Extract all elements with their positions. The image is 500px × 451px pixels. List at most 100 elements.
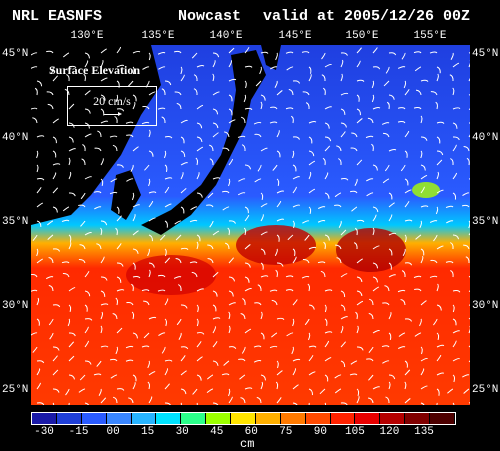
current-vector [132,213,136,222]
current-vector [307,283,310,292]
current-vector [340,325,344,334]
current-vector [161,88,166,96]
current-vector [238,178,246,182]
current-vector [386,101,390,110]
current-vector [196,146,203,152]
current-vector [452,234,460,240]
current-vector [206,204,214,208]
current-vector [324,145,331,152]
current-vector [190,206,198,211]
current-vector [324,122,330,129]
current-vector [222,147,230,152]
current-vector [158,332,166,336]
current-vector [240,116,246,124]
current-vector [356,47,362,54]
current-vector [180,74,185,82]
current-vector [334,374,342,379]
current-vector [324,374,329,382]
current-vector [36,360,45,364]
current-vector [304,318,310,326]
current-vector [84,133,92,138]
current-vector [223,360,230,366]
current-vector [468,290,470,293]
current-vector [340,59,344,68]
current-vector [36,318,40,326]
current-vector [79,374,86,381]
current-vector [308,345,317,348]
current-vector [116,46,122,54]
lat-label-right: 30°N [472,300,499,312]
current-vector [276,234,280,242]
lat-label-left: 35°N [2,216,29,228]
current-vector [78,388,86,393]
current-vector [468,220,470,229]
lon-label: 140°E [209,30,243,42]
current-vector [110,374,118,379]
vector-scale-arrow-icon [104,112,122,116]
current-vector [84,271,90,278]
current-vector [372,276,378,283]
current-vector [209,220,214,228]
current-vector [52,187,59,194]
current-vector [436,332,440,341]
current-vector [292,204,301,208]
current-vector [84,318,93,321]
current-vector [164,186,170,194]
current-vector [468,304,470,306]
current-vector [334,388,342,394]
current-vector [144,164,150,171]
current-vector [301,51,310,54]
current-vector [304,234,310,241]
current-vector [388,232,397,236]
current-vector [404,89,410,96]
current-vector [31,66,38,69]
current-vector [372,107,381,110]
current-vector [228,158,234,166]
current-vector [413,107,422,110]
current-vector [334,192,342,198]
current-vector [81,158,86,166]
current-vector [148,52,151,61]
current-vector [164,383,171,390]
current-vector [462,374,470,378]
lat-label-right: 25°N [472,384,499,396]
current-vector [112,312,118,320]
current-vector [221,190,230,194]
current-vector [367,117,374,124]
current-vector [436,304,442,311]
current-vector [49,332,54,340]
current-vector [212,360,219,366]
current-vector [404,219,413,222]
current-vector [212,304,217,312]
current-vector [302,91,310,96]
current-vector [340,229,347,236]
current-vector [243,227,247,236]
current-vector [463,388,470,394]
current-vector [36,258,43,264]
current-vector [36,202,43,208]
current-vector [275,381,279,390]
warm-eddy [236,225,316,265]
current-vector [228,94,233,102]
current-vector [31,274,38,278]
current-vector [372,286,379,292]
current-vector [212,317,221,320]
current-vector [452,87,455,96]
lon-label: 145°E [278,30,312,42]
current-vector [222,206,230,211]
current-vector [68,148,76,152]
current-vector [174,91,182,96]
current-vector [317,206,326,210]
current-vector [290,115,294,124]
current-vector [324,289,333,292]
current-vector [212,177,221,180]
current-vector [32,117,38,124]
current-vector [276,150,281,158]
current-vector [206,388,214,394]
header-type: Nowcast [178,8,242,25]
current-vector [180,247,189,251]
current-vector [462,192,470,196]
current-vector [164,318,167,327]
current-vector [404,318,413,322]
lat-label-right: 35°N [472,216,499,228]
